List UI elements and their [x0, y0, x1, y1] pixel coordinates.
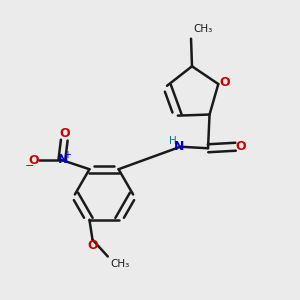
Text: O: O	[236, 140, 247, 153]
Text: CH₃: CH₃	[194, 24, 213, 34]
Text: +: +	[63, 150, 71, 160]
Text: O: O	[28, 154, 39, 166]
Text: −: −	[25, 160, 34, 171]
Text: N: N	[174, 140, 184, 153]
Text: O: O	[220, 76, 230, 89]
Text: O: O	[59, 128, 70, 140]
Text: H: H	[169, 136, 177, 146]
Text: O: O	[87, 239, 98, 252]
Text: N: N	[58, 153, 68, 166]
Text: CH₃: CH₃	[110, 259, 130, 269]
